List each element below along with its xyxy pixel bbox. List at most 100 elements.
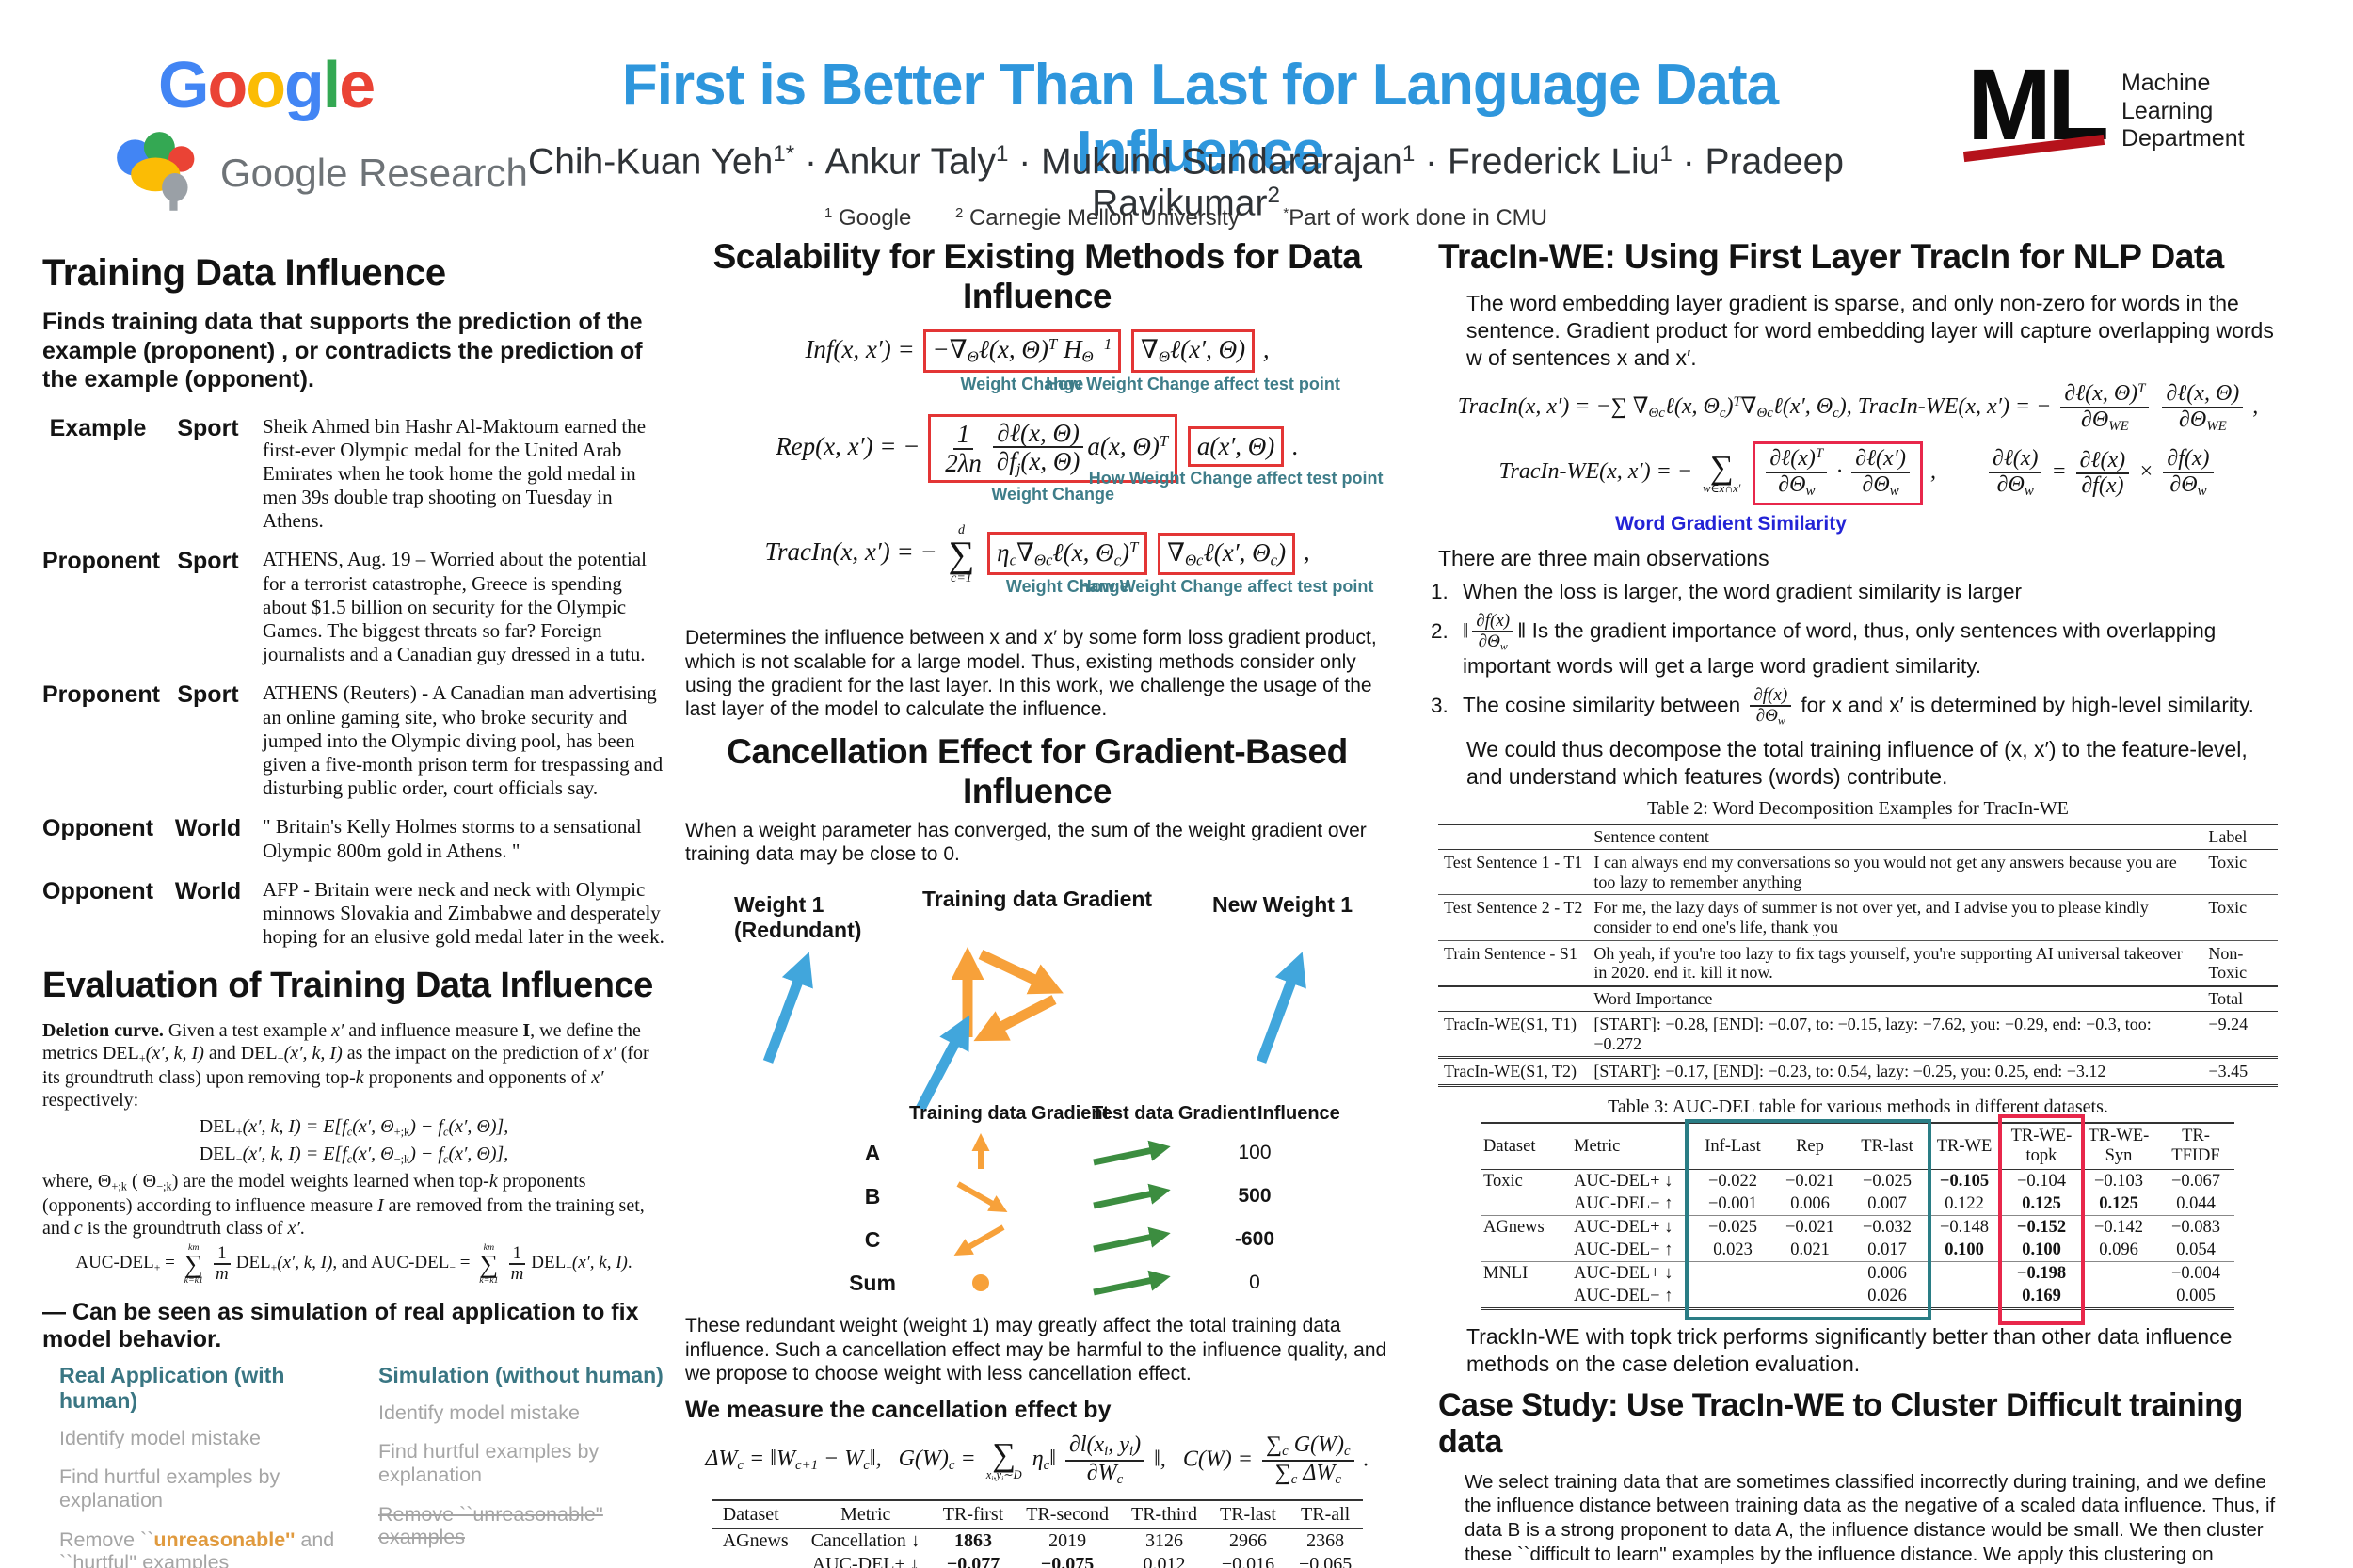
section-evaluation: Evaluation of Training Data Influence <box>42 966 653 1006</box>
list-item: Remove top ``hurtful'' examples <box>378 1565 665 1568</box>
word-decomposition-table: Sentence content Label Test Sentence 1 - … <box>1438 823 2278 1088</box>
list-item: Remove ``unreasonable'' and ``hurtful'' … <box>59 1528 335 1568</box>
cancellation-measure-formula: ΔWc = ‖Wc+1 − Wc‖, G(W)c = ∑ xi,yi∼D ηc‖ … <box>705 1432 1369 1487</box>
green-arrow-icon <box>1093 1271 1171 1296</box>
cancellation-diagram: Weight 1 (Redundant) Training data Gradie… <box>685 877 1389 1296</box>
table2-caption: Table 2: Word Decomposition Examples for… <box>1647 797 2069 819</box>
new-weight1-label: New Weight 1 <box>1212 892 1353 918</box>
example-label: Opponent <box>42 815 154 842</box>
authors-line: Chih-Kuan Yeh1* · Ankur Taly1 · Mukund S… <box>528 141 1844 224</box>
tracin-we-formula-2: TracIn-WE(x, x′) = − ∑ w∈x∩x′ ∂ℓ(x)T ∂Θw ·… <box>1438 441 2278 505</box>
test-gradient-col-label: Test data Gradient <box>1092 1103 1257 1125</box>
green-arrow-icon <box>1093 1227 1171 1253</box>
green-arrow-icon <box>1093 1141 1171 1166</box>
diagram-row-c: C -600 <box>843 1220 1306 1259</box>
table3-caption: Table 3: AUC-DEL table for various metho… <box>1608 1096 2108 1118</box>
measure-heading: We measure the cancellation effect by <box>685 1397 1112 1424</box>
cancellation-table-header: Dataset Metric TR-first TR-second TR-third TR… <box>711 1498 1364 1529</box>
weight1-label: Weight 1 (Redundant) <box>734 892 862 943</box>
section-scalability: Scalability for Existing Methods for Dat… <box>712 237 1362 315</box>
red-highlight-box: ∇Θcℓ(x′, Θc) How Weight Change affect tes… <box>1080 532 1373 596</box>
example-category: Sport <box>177 414 239 441</box>
list-item: Identify model mistake <box>59 1426 261 1449</box>
observation-1: 1. When the loss is larger, the word grad… <box>1431 580 2022 604</box>
list-item: Identify model mistake <box>378 1400 580 1424</box>
google-research-label: Google Research <box>220 151 528 195</box>
cancellation-table-body: AGnews Cancellation ↓ 1863 2019 3126 2966 2368… <box>722 1529 1353 1568</box>
scalability-note: Determines the influence between x and x… <box>685 627 1377 720</box>
google-research-logo: Google Research <box>113 132 528 215</box>
red-highlight-box: 1 2λn ∂ℓ(x, Θ) ∂fj(x, Θ) a(x, Θ)T Weight Chan… <box>928 413 1178 504</box>
influence-value: -600 <box>1234 1228 1275 1251</box>
table2-body: Test Sentence 1 - T1 I can always end my … <box>1438 849 2278 987</box>
section-case-study: Case Study: Use TracIn-WE to Cluster Dif… <box>1438 1386 2243 1460</box>
influence-col-label: Influence <box>1257 1103 1340 1125</box>
orange-downright-arrow-icon <box>956 1181 1008 1213</box>
observations-intro: There are three main observations <box>1438 545 1769 570</box>
red-highlight-box: ∂ℓ(x)T ∂Θw · ∂ℓ(x′) ∂Θw <box>1753 441 1923 505</box>
simulation-title: Simulation (without human) <box>378 1362 664 1387</box>
red-highlight-box: a(x′, Θ) How Weight Change affect test po… <box>1089 425 1383 488</box>
deletion-where-note: where, Θ+;k ( Θ−;k) are the model weight… <box>42 1171 645 1239</box>
diagram-row-a: A 100 <box>843 1133 1306 1173</box>
diagram-row-b: B 500 <box>843 1176 1306 1216</box>
example-category: Sport <box>177 681 239 709</box>
example-text: ATHENS, Aug. 19 – Worried about the pote… <box>263 548 647 666</box>
green-arrow-icon <box>1093 1184 1171 1209</box>
auc-del-table-wrap: Dataset Metric Inf-Last Rep TR-last TR-WE TR-W… <box>1481 1114 2234 1326</box>
training-gradient-label: Training data Gradient <box>922 887 1153 912</box>
train-gradient-col-label: Training data Gradient <box>909 1103 1110 1125</box>
real-application-title: Real Application (with human) <box>59 1362 285 1413</box>
representer-formula: Rep(x, x′) = − 1 2λn ∂ℓ(x, Θ) ∂fj(x, Θ) a(x,… <box>685 413 1389 504</box>
observation-2: 2. ‖ ∂f(x) ∂Θw ‖ Is the gradient importance … <box>1431 611 2217 678</box>
deletion-paragraph: Deletion curve. Given a test example x′ … <box>42 1020 649 1111</box>
google-logo: Google <box>158 48 376 121</box>
red-highlight-box: ∇Θℓ(x′, Θ) How Weight Change affect test … <box>1046 329 1340 393</box>
table2-mid-header: Word Importance Total <box>1438 985 2278 1013</box>
ml-letters: ML <box>1962 54 2109 163</box>
del-plus-equation: DEL+(x′, k, I) = E[fc(x′, Θ+;k) − fc(x′,… <box>199 1115 509 1139</box>
gradient-arrows-icon <box>762 947 1306 1112</box>
influence-formula: Inf(x, x′) = −∇Θℓ(x, Θ)T HΘ−1 Weight Chan… <box>685 329 1389 393</box>
example-category: Sport <box>177 548 239 575</box>
list-item: Find hurtful examples by explanation <box>59 1465 280 1512</box>
list-item: Remove ``unreasonable'' examples <box>378 1502 603 1549</box>
left-column: Training Data Influence Finds training d… <box>42 252 665 1568</box>
training-influence-intro: Finds training data that supports the pr… <box>42 309 643 392</box>
red-highlight-box: ηc∇Θcℓ(x, Θc)T Weight Change <box>987 532 1148 596</box>
case-study-intro: We select training data that are sometim… <box>1465 1470 2276 1568</box>
example-text: " Britain's Kelly Holmes storms to a sen… <box>263 815 642 862</box>
weight-change-effect-label: How Weight Change affect test point <box>1046 374 1340 393</box>
word-gradient-similarity-label: Word Gradient Similarity <box>1615 512 1847 535</box>
influence-value: 500 <box>1238 1185 1272 1208</box>
example-text: Sheik Ahmed bin Hashr Al-Maktoum earned … <box>263 414 647 533</box>
example-category: World <box>174 877 242 904</box>
diagram-row-sum: Sum 0 <box>843 1263 1306 1303</box>
poster-title: First is Better Than Last for Language D… <box>621 53 1779 184</box>
cancellation-note: These redundant weight (weight 1) may gr… <box>685 1315 1387 1384</box>
table2-header: Sentence content Label <box>1438 823 2278 850</box>
weight-change-effect-label: How Weight Change affect test point <box>1088 468 1384 488</box>
simulation-list: Simulation (without human) Identify mode… <box>378 1363 665 1568</box>
section-tracin-we: TracIn-WE: Using First Layer TracIn for … <box>1438 237 2224 276</box>
real-application-list: Real Application (with human) Identify m… <box>59 1363 346 1568</box>
orange-dot-icon <box>972 1274 989 1292</box>
example-label: Proponent <box>42 548 160 575</box>
orange-up-arrow-icon <box>971 1133 990 1170</box>
cancellation-intro: When a weight parameter has converged, t… <box>685 820 1367 866</box>
example-label: Example <box>49 414 147 441</box>
del-minus-equation: DEL−(x′, k, I) = E[fc(x′, Θ−;k) − fc(x′,… <box>199 1143 509 1166</box>
right-column: TracIn-WE: Using First Layer TracIn for … <box>1431 237 2278 1568</box>
weight-change-label: Weight Change <box>1005 577 1129 597</box>
example-text: AFP - Britain were neck and neck with Ol… <box>263 877 664 949</box>
tracin-we-intro: The word embedding layer gradient is spa… <box>1466 291 2274 370</box>
cancellation-table: Dataset Metric TR-first TR-second TR-third TR… <box>711 1498 1364 1568</box>
example-category: World <box>174 815 242 842</box>
tracin-formula: TracIn(x, x′) = − d ∑ c=1 ηc∇Θcℓ(x, Θc)T We… <box>764 522 1374 597</box>
observation-3: 3. The cosine similarity between ∂f(x) ∂Θw… <box>1431 684 2254 728</box>
table3-header: Dataset Metric Inf-Last Rep TR-last TR-WE TR-W… <box>1481 1122 2234 1171</box>
orange-downleft-arrow-icon <box>953 1224 1005 1256</box>
decompose-note: We could thus decompose the total traini… <box>1466 737 2248 790</box>
middle-column: Scalability for Existing Methods for Dat… <box>685 237 1389 1568</box>
